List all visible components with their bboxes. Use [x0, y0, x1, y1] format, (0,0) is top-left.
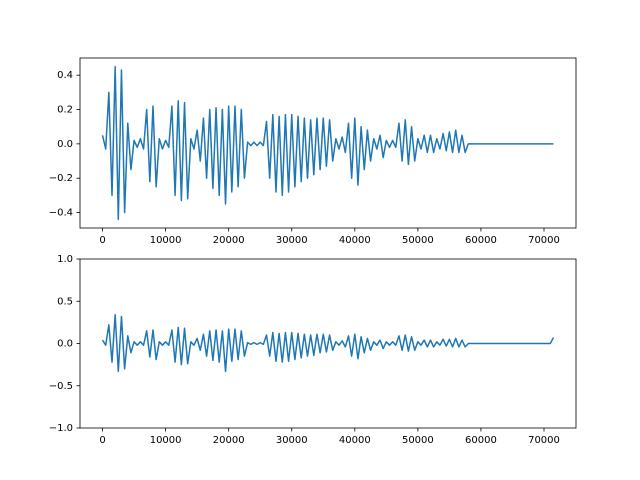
y-tick-label: −0.4 [49, 208, 73, 219]
x-tick-label: 40000 [339, 235, 371, 246]
x-tick-label: 70000 [528, 435, 560, 446]
x-tick-label: 40000 [339, 435, 371, 446]
x-tick-label: 60000 [465, 235, 497, 246]
y-tick-label: 0.5 [57, 296, 73, 307]
y-tick-label: 0.2 [57, 105, 73, 116]
x-tick-label: 0 [99, 435, 105, 446]
y-tick-label: 0.0 [57, 339, 73, 350]
y-tick-label: 1.0 [57, 254, 73, 265]
axes-frame [79, 57, 577, 229]
x-tick-label: 10000 [150, 235, 182, 246]
x-tick-label: 70000 [528, 235, 560, 246]
x-tick-label: 30000 [276, 235, 308, 246]
x-tick-label: 20000 [213, 235, 245, 246]
waveform-line [101, 65, 554, 221]
y-tick-label: 0.0 [57, 139, 73, 150]
x-tick-label: 30000 [276, 435, 308, 446]
x-tick-label: 0 [99, 235, 105, 246]
y-tick-label: −0.5 [49, 381, 73, 392]
y-tick-label: 0.4 [57, 70, 73, 81]
x-tick-label: 60000 [465, 435, 497, 446]
y-tick-label: −0.2 [49, 173, 73, 184]
y-tick-label: −1.0 [49, 423, 73, 434]
x-tick-label: 50000 [402, 235, 434, 246]
waveform-line [101, 314, 555, 373]
x-tick-label: 50000 [402, 435, 434, 446]
x-tick-label: 10000 [150, 435, 182, 446]
x-tick-label: 20000 [213, 435, 245, 446]
